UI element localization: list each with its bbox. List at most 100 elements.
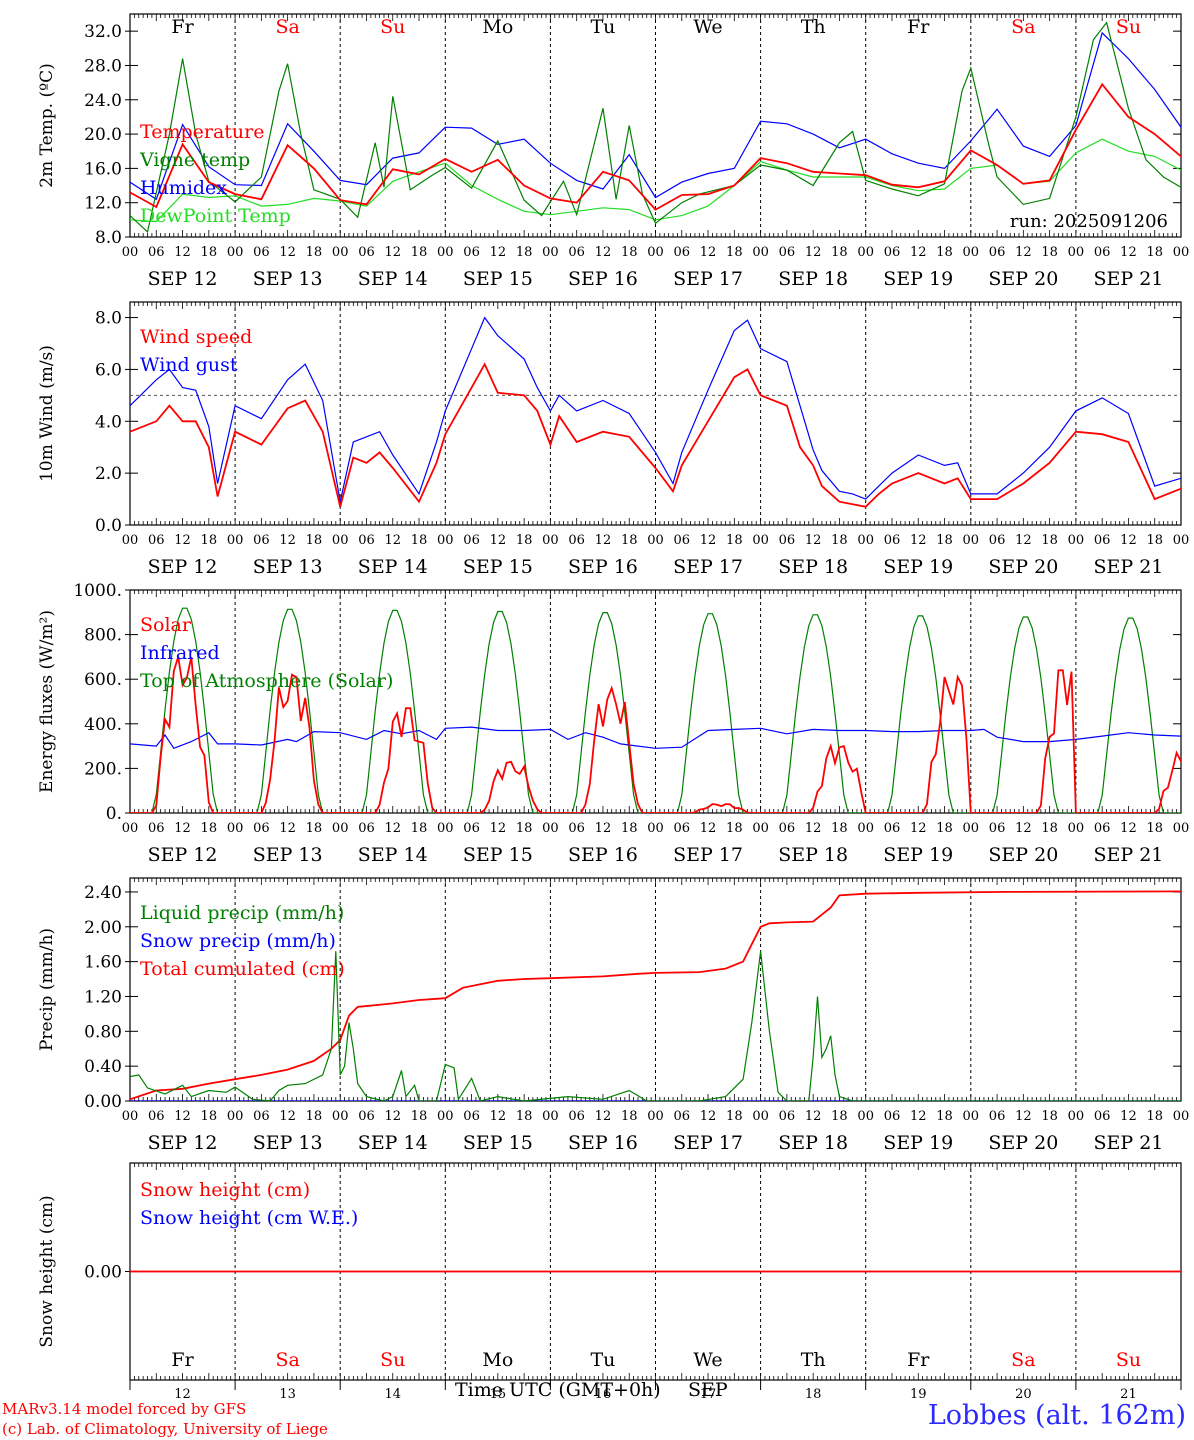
- hour-tick-label: 18: [516, 245, 533, 260]
- date-label: SEP 21: [1094, 268, 1164, 290]
- hour-tick-label: 12: [805, 245, 822, 260]
- plot-frame: [129, 301, 1182, 526]
- series-line-infrared: [130, 726, 1181, 750]
- hour-tick-label: 18: [516, 1109, 533, 1124]
- hour-tick-label: 00: [332, 1109, 349, 1124]
- day-number: 13: [279, 1387, 296, 1400]
- model-credit: MARv3.14 model forced by GFS: [2, 1400, 247, 1418]
- date-label: SEP 20: [988, 268, 1058, 290]
- hour-tick-label: 12: [1015, 533, 1032, 548]
- date-label: SEP 19: [883, 844, 953, 866]
- y-tick-label: 24.0: [84, 91, 122, 111]
- hour-tick-label: 18: [831, 1109, 848, 1124]
- hour-tick-label: 18: [726, 533, 743, 548]
- hour-tick-label: 12: [1015, 245, 1032, 260]
- day-name: Th: [801, 1349, 826, 1371]
- y-tick-label: 200.: [84, 759, 122, 779]
- hour-tick-label: 06: [779, 533, 796, 548]
- hour-tick-label: 00: [752, 533, 769, 548]
- meteogram: 8.0 12.0 16.0 20.0 24.0 28.0 32.0 2m Temp. (ºC)…: [37, 13, 1190, 1400]
- hour-tick-label: 18: [306, 245, 323, 260]
- y-tick-label: 6.0: [95, 360, 122, 380]
- hour-tick-label: 18: [1041, 245, 1058, 260]
- day-name: Sa: [1011, 16, 1035, 38]
- day-name: Su: [380, 16, 405, 38]
- hour-tick-label: 18: [1146, 245, 1163, 260]
- date-label: SEP 12: [148, 268, 218, 290]
- hour-tick-label: 18: [831, 245, 848, 260]
- hour-tick-label: 18: [306, 533, 323, 548]
- hour-tick-label: 12: [805, 533, 822, 548]
- hour-tick-label: 12: [174, 1109, 191, 1124]
- date-label: SEP 12: [148, 556, 218, 578]
- hour-tick-label: 18: [726, 245, 743, 260]
- hour-tick-label: 12: [279, 821, 296, 836]
- day-name: Sa: [1011, 1349, 1035, 1371]
- legend-entry: Wind gust: [140, 354, 238, 376]
- series-line-temperature: [130, 82, 1181, 211]
- series-line-solar: [130, 656, 1181, 813]
- series-line-liquid-precip-mm-h-: [130, 951, 1181, 1101]
- lab-credit: (c) Lab. of Climatology, University of L…: [2, 1420, 328, 1438]
- hour-tick-label: 00: [542, 245, 559, 260]
- hour-tick-label: 06: [1094, 821, 1111, 836]
- hour-tick-label: 06: [989, 533, 1006, 548]
- hour-tick-label: 00: [857, 1109, 874, 1124]
- hour-tick-label: 06: [674, 1109, 691, 1124]
- hour-tick-label: 12: [595, 245, 612, 260]
- hour-tick-label: 00: [647, 245, 664, 260]
- hour-tick-label: 06: [358, 245, 375, 260]
- hour-tick-label: 18: [831, 821, 848, 836]
- day-name: Tu: [590, 16, 615, 38]
- y-tick-label: 2.00: [84, 918, 122, 938]
- hour-tick-label: 00: [752, 821, 769, 836]
- hour-tick-label: 00: [1173, 821, 1190, 836]
- hour-tick-label: 06: [1094, 533, 1111, 548]
- run-annotation: run: 2025091206: [1010, 211, 1168, 232]
- hour-tick-label: 12: [910, 821, 927, 836]
- day-name: Fr: [171, 1349, 194, 1371]
- panel-3: 0. 200. 400. 600. 800. 1000. Energy fluxes (W/…: [37, 581, 1190, 866]
- y-tick-label: 4.0: [95, 412, 122, 432]
- date-label: SEP 16: [568, 556, 638, 578]
- hour-tick-label: 18: [1146, 1109, 1163, 1124]
- legend-entry: Solar: [140, 614, 192, 636]
- hour-tick-label: 00: [647, 821, 664, 836]
- hour-tick-label: 00: [963, 1109, 980, 1124]
- day-number: 16: [595, 1387, 612, 1400]
- y-tick-label: 0.00: [84, 1263, 122, 1283]
- hour-tick-label: 06: [674, 245, 691, 260]
- hour-tick-label: 12: [805, 821, 822, 836]
- legend-entry: Vigne temp: [139, 149, 250, 171]
- hour-tick-label: 00: [1173, 245, 1190, 260]
- legend-entry: Snow height (cm): [140, 1179, 310, 1201]
- day-number: 15: [490, 1387, 507, 1400]
- series-line-total-cumulated-cm-: [130, 890, 1181, 1101]
- hour-tick-label: 18: [726, 1109, 743, 1124]
- date-label: SEP 13: [253, 556, 323, 578]
- series-group: [130, 21, 1181, 234]
- date-label: SEP 14: [358, 844, 428, 866]
- legend-entry: Wind speed: [140, 326, 252, 348]
- hour-tick-label: 00: [857, 821, 874, 836]
- legend-entry: Temperature: [140, 121, 264, 143]
- hour-tick-label: 18: [936, 533, 953, 548]
- y-tick-label: 0.00: [84, 1092, 122, 1112]
- hour-tick-label: 06: [463, 533, 480, 548]
- hour-tick-label: 12: [595, 1109, 612, 1124]
- day-name: Sa: [275, 16, 299, 38]
- date-label: SEP 12: [148, 1132, 218, 1154]
- hour-tick-label: 18: [1041, 533, 1058, 548]
- hour-tick-label: 12: [1120, 1109, 1137, 1124]
- hour-tick-label: 00: [437, 821, 454, 836]
- y-axis-label: 10m Wind (m/s): [37, 345, 57, 482]
- hour-tick-label: 12: [1015, 1109, 1032, 1124]
- y-tick-label: 28.0: [84, 56, 122, 76]
- hour-tick-label: 18: [411, 533, 428, 548]
- day-name: Sa: [275, 1349, 299, 1371]
- hour-tick-label: 06: [148, 1109, 165, 1124]
- hour-tick-label: 00: [963, 533, 980, 548]
- hour-tick-label: 06: [148, 533, 165, 548]
- legend-entry: Liquid precip (mm/h): [140, 902, 344, 924]
- hour-tick-label: 00: [122, 245, 139, 260]
